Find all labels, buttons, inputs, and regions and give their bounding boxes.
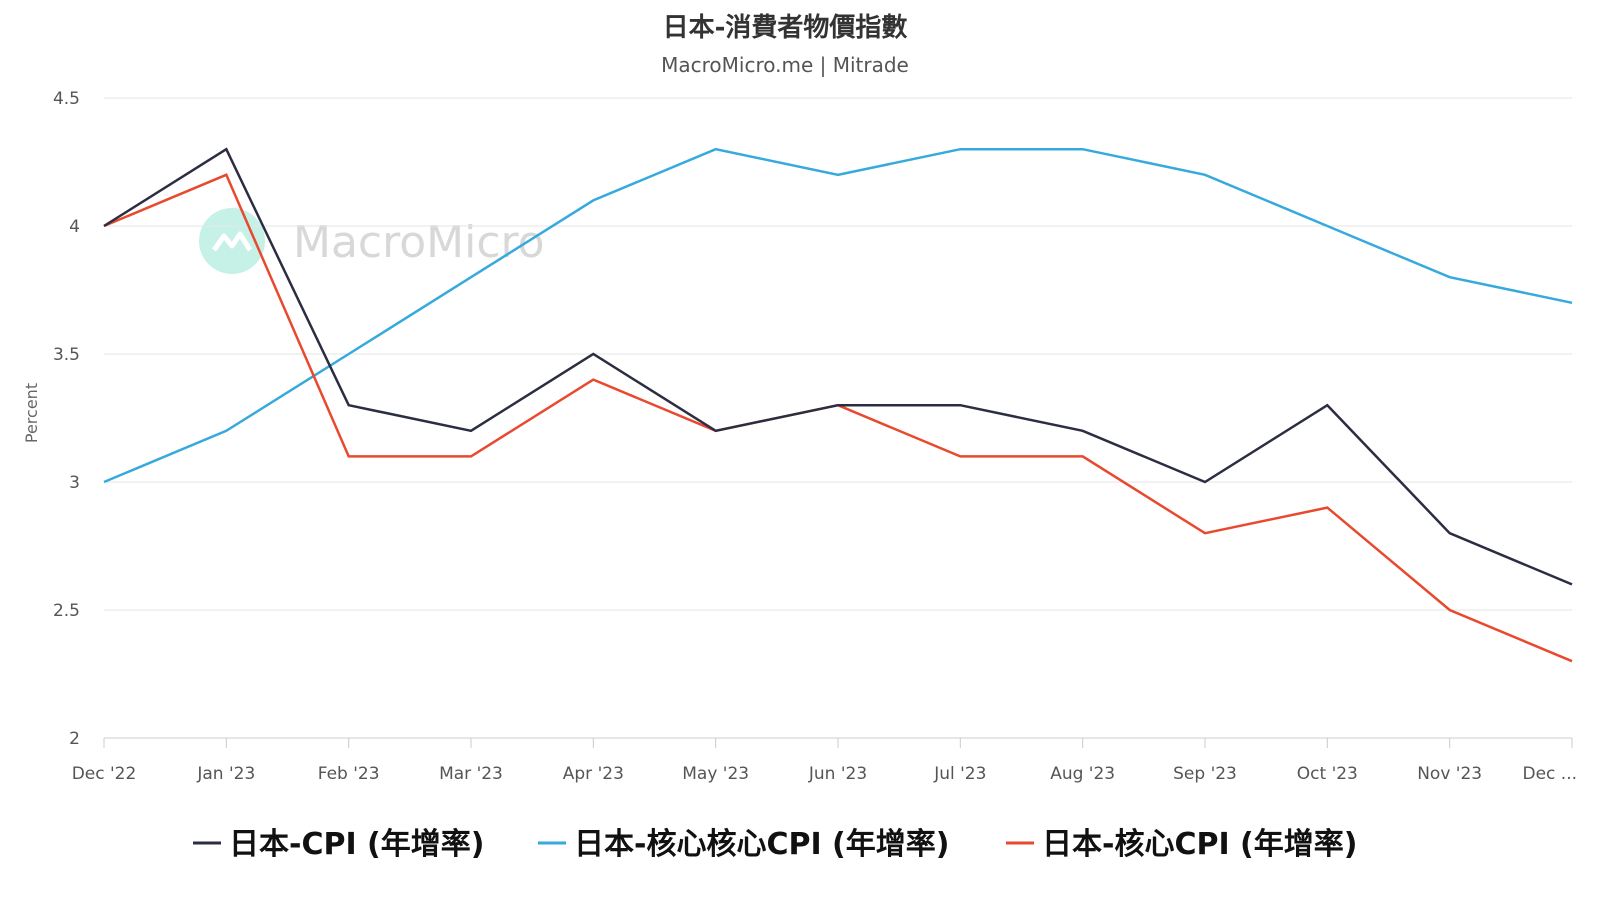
x-tick-label: Jun '23 <box>808 764 867 784</box>
y-tick-label: 2 <box>69 729 80 749</box>
y-tick-label: 3 <box>69 473 80 493</box>
x-axis-ticks: Dec '22 Jan '23 Feb '23 Mar '23 Apr '23 May '… <box>72 738 1577 784</box>
legend-label: 日本-核心CPI (年增率) <box>1042 827 1357 862</box>
x-tick-label: Mar '23 <box>439 764 503 784</box>
x-tick-label: Aug '23 <box>1050 764 1115 784</box>
y-tick-label: 4 <box>69 217 80 237</box>
x-tick-label: Oct '23 <box>1297 764 1358 784</box>
y-tick-label: 4.5 <box>53 89 80 109</box>
legend-label: 日本-CPI (年增率) <box>229 827 484 862</box>
x-tick-label: Apr '23 <box>563 764 624 784</box>
legend[interactable]: 日本-CPI (年增率) 日本-核心核心CPI (年增率) 日本-核心CPI (年增… <box>193 827 1357 862</box>
x-tick-label: Sep '23 <box>1173 764 1237 784</box>
logo-wave-icon <box>211 231 253 252</box>
x-tick-label: Nov '23 <box>1417 764 1482 784</box>
x-tick-label: May '23 <box>682 764 749 784</box>
y-tick-label: 3.5 <box>53 345 80 365</box>
watermark-text: MacroMicro <box>293 217 545 268</box>
y-axis-ticks: 4.5 4 3.5 3 2.5 2 <box>53 89 80 749</box>
x-tick-label: Jan '23 <box>196 764 255 784</box>
x-tick-label: Dec ... <box>1522 764 1577 784</box>
legend-item-0[interactable]: 日本-CPI (年增率) <box>193 827 484 862</box>
y-axis-title: Percent <box>22 383 41 443</box>
x-tick-label: Feb '23 <box>318 764 380 784</box>
legend-item-2[interactable]: 日本-核心CPI (年增率) <box>1006 827 1357 862</box>
series-line-0 <box>103 147 1573 586</box>
series-lines <box>103 147 1573 663</box>
series-line-1 <box>103 147 1573 484</box>
legend-label: 日本-核心核心CPI (年增率) <box>574 827 949 862</box>
x-tick-label: Jul '23 <box>933 764 986 784</box>
chart-title: 日本-消費者物價指數 <box>663 13 908 43</box>
legend-item-1[interactable]: 日本-核心核心CPI (年增率) <box>538 827 949 862</box>
x-tick-label: Dec '22 <box>72 764 137 784</box>
y-tick-label: 2.5 <box>53 601 80 621</box>
chart-subtitle: MacroMicro.me | Mitrade <box>661 53 909 77</box>
